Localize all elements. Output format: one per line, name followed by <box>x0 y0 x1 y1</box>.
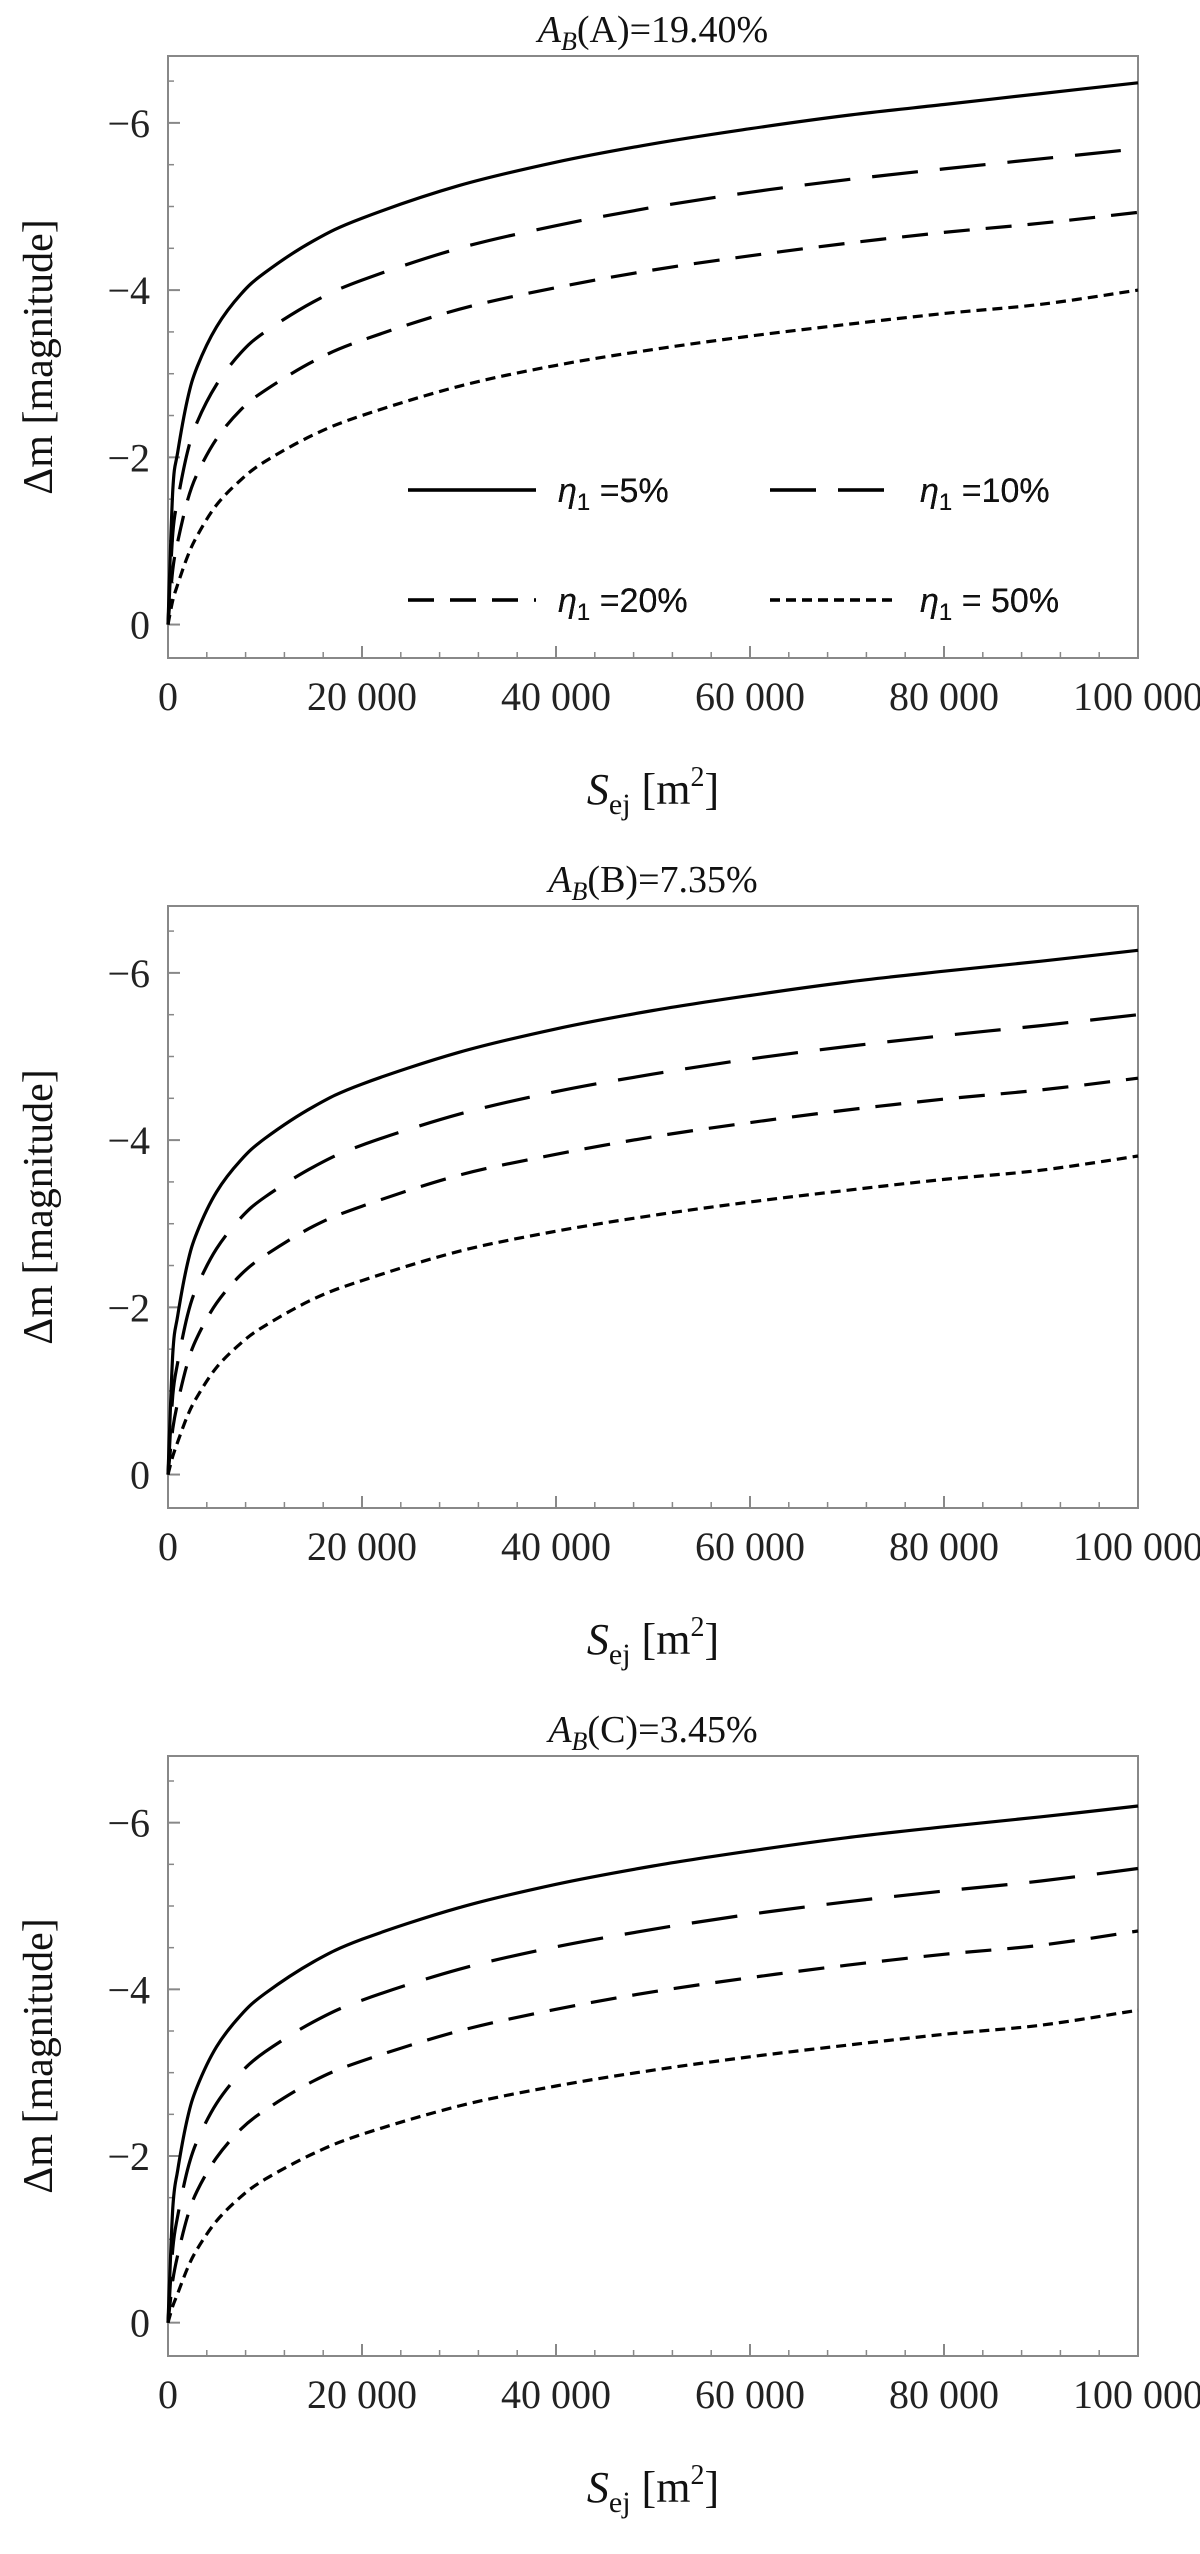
legend-label: η1 =10% <box>920 472 1050 516</box>
series-line-4 <box>166 288 1139 625</box>
legend: η1 =5% η1 =10% η1 =20% η1 = 50% <box>408 472 1059 626</box>
x-axis-label: Sej [m2] <box>587 2460 719 2519</box>
chart-panel-1: AB(A)=19.40% 0 20 000 40 000 60 000 80 000 100… <box>16 9 1200 821</box>
x-axis-label: Sej [m2] <box>587 762 719 821</box>
legend-label: η1 =5% <box>558 472 669 516</box>
x-axis-label: Sej [m2] <box>587 1612 719 1671</box>
legend-label: η1 = 50% <box>920 582 1059 626</box>
x-tick-label: 100 000 <box>1073 2372 1200 2417</box>
series-line-4 <box>166 1154 1139 1475</box>
legend-label: η1 = 50% <box>920 582 1059 626</box>
y-tick-label: −4 <box>107 1967 150 2012</box>
x-tick-label: 40 000 <box>501 1524 611 1569</box>
x-tick-label: 40 000 <box>501 2372 611 2417</box>
legend-label: η1 = 50% <box>920 582 1059 626</box>
plot-frame <box>167 905 1139 1509</box>
series-line-2 <box>166 1866 1139 2323</box>
series-line-3 <box>166 1076 1139 1475</box>
y-tick-label: 0 <box>130 1453 150 1498</box>
plot-frame <box>167 55 1139 659</box>
y-tick-label: 0 <box>130 2301 150 2346</box>
y-tick-label: −2 <box>107 435 150 480</box>
legend-label: η1 =10% <box>920 472 1050 516</box>
x-tick-label: 20 000 <box>307 1524 417 1569</box>
series-line-1 <box>166 1804 1139 2323</box>
y-tick-label: −2 <box>107 1285 150 1330</box>
x-tick-label: 0 <box>158 674 178 719</box>
legend-label: η1 =5% <box>558 472 669 516</box>
y-tick-label: −6 <box>107 101 150 146</box>
x-tick-label: 60 000 <box>695 674 805 719</box>
x-tick-label: 80 000 <box>889 2372 999 2417</box>
series-line-1 <box>166 948 1139 1475</box>
legend-label: η1 =20% <box>558 582 688 626</box>
chart-panel-2: AB(B)=7.35% 0 20 000 40 000 60 000 80 000 100 … <box>16 472 1200 1671</box>
legend-label: η1 =20% <box>558 582 688 626</box>
series-line-2 <box>166 147 1139 625</box>
x-tick-label: 80 000 <box>889 1524 999 1569</box>
x-tick-label: 20 000 <box>307 2372 417 2417</box>
series-line-3 <box>166 1929 1139 2323</box>
x-tick-label: 60 000 <box>695 1524 805 1569</box>
x-tick-label: 20 000 <box>307 674 417 719</box>
y-tick-label: −6 <box>107 1801 150 1846</box>
x-tick-label: 40 000 <box>501 674 611 719</box>
x-tick-label: 80 000 <box>889 674 999 719</box>
plot-frame <box>167 1755 1139 2357</box>
legend-label: η1 =5% <box>558 472 669 516</box>
legend-label: η1 =20% <box>558 582 688 626</box>
x-tick-label: 0 <box>158 1524 178 1569</box>
x-tick-label: 0 <box>158 2372 178 2417</box>
series-line-4 <box>166 2008 1139 2324</box>
y-tick-label: −6 <box>107 951 150 996</box>
chart-title: AB(B)=7.35% <box>545 859 757 906</box>
x-tick-label: 100 000 <box>1073 674 1200 719</box>
y-axis-label: Δm [magnitude] <box>16 1069 62 1344</box>
y-tick-label: −4 <box>107 268 150 313</box>
y-tick-label: −4 <box>107 1118 150 1163</box>
legend-label: η1 =10% <box>920 472 1050 516</box>
chart-panel-3: AB(C)=3.45% 0 20 000 40 000 60 000 80 000 100 … <box>16 472 1200 2519</box>
x-tick-label: 100 000 <box>1073 1524 1200 1569</box>
y-tick-label: −2 <box>107 2134 150 2179</box>
y-tick-label: 0 <box>130 603 150 648</box>
x-tick-label: 60 000 <box>695 2372 805 2417</box>
series-line-2 <box>166 1013 1139 1475</box>
chart-title: AB(A)=19.40% <box>535 9 768 56</box>
y-axis-label: Δm [magnitude] <box>16 1918 62 2193</box>
y-axis-label: Δm [magnitude] <box>16 219 62 494</box>
series-line-1 <box>166 81 1139 625</box>
chart-title: AB(C)=3.45% <box>545 1709 757 1756</box>
series-line-3 <box>166 210 1139 625</box>
